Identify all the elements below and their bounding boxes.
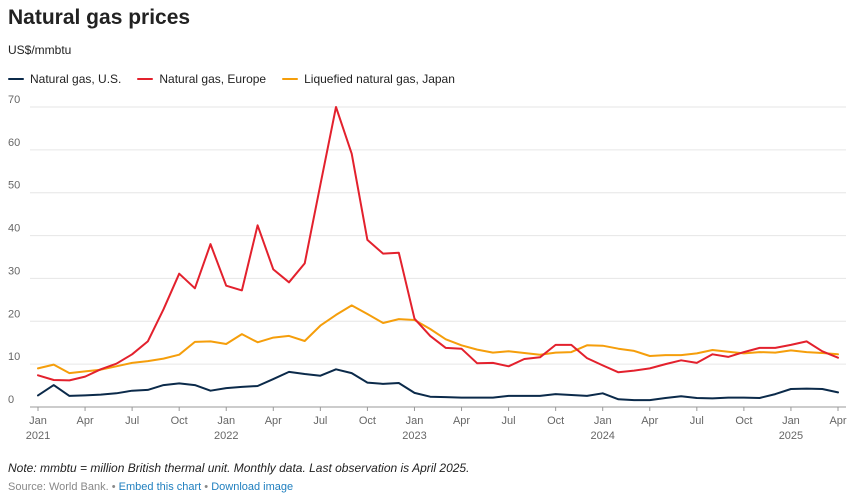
chart-note: Note: mmbtu = million British thermal un… [8,461,470,475]
x-tick-label: Jan [782,415,800,427]
x-tick-label: Jul [313,415,327,427]
x-tick-year-label: 2021 [26,430,50,442]
y-tick-label: 20 [8,308,20,320]
separator: • [111,481,116,493]
x-tick-label: Jul [502,415,516,427]
legend-item-japan[interactable]: Liquefied natural gas, Japan [282,72,455,86]
x-tick-label: Jan [29,415,47,427]
x-tick-year-label: 2022 [214,430,238,442]
x-tick-year-label: 2024 [590,430,614,442]
x-tick-label: Apr [76,415,93,427]
legend-item-europe[interactable]: Natural gas, Europe [137,72,266,86]
x-tick-label: Oct [171,415,188,427]
x-tick-year-label: 2023 [402,430,426,442]
x-tick-label: Jul [125,415,139,427]
x-tick-label: Oct [359,415,376,427]
legend-label-europe: Natural gas, Europe [159,72,267,86]
y-tick-label: 60 [8,137,20,149]
legend: Natural gas, U.S. Natural gas, Europe Li… [8,72,455,86]
x-tick-label: Jan [594,415,612,427]
series-line-japan [37,304,839,375]
x-tick-label: Apr [641,415,658,427]
legend-item-us[interactable]: Natural gas, U.S. [8,72,121,86]
legend-swatch-us [8,78,24,80]
x-tick-year-label: 2025 [779,430,803,442]
y-tick-label: 50 [8,180,20,192]
y-tick-label: 10 [8,351,20,363]
series-line-europe [37,106,839,382]
y-tick-label: 0 [8,394,14,406]
chart-title: Natural gas prices [8,6,191,29]
source-text: Source: World Bank. [8,481,109,493]
x-tick-label: Apr [829,415,846,427]
embed-chart-link[interactable]: Embed this chart [118,481,202,493]
series-line-us [37,368,839,402]
x-tick-label: Jan [217,415,235,427]
x-tick-label: Apr [453,415,470,427]
legend-label-japan: Liquefied natural gas, Japan [304,72,455,86]
x-tick-label: Jan [406,415,424,427]
x-tick-label: Apr [265,415,282,427]
y-tick-label: 30 [8,265,20,277]
legend-label-us: Natural gas, U.S. [30,72,122,86]
download-image-link[interactable]: Download image [211,481,294,493]
chart-subtitle: US$/mmbtu [8,43,72,57]
legend-swatch-japan [282,78,299,80]
y-tick-label: 40 [8,223,20,235]
line-chart: 0 10 20 30 40 50 60 70 Jan 2021 Apr Jul Oct Jan 2022 Ap… [8,94,847,442]
x-tick-label: Jul [690,415,704,427]
x-tick-label: Oct [547,415,564,427]
separator: • [204,481,209,493]
legend-swatch-europe [137,78,154,80]
x-tick-label: Oct [735,415,752,427]
source-line: Source: World Bank. • Embed this chart •… [8,481,293,493]
y-tick-label: 70 [8,94,20,106]
